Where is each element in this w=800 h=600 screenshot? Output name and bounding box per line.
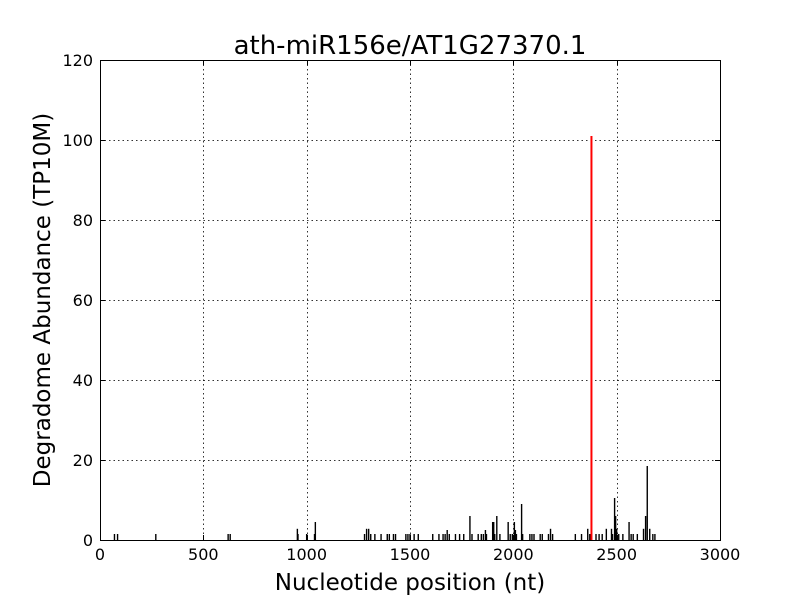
x-tick-label: 1000 bbox=[286, 545, 327, 564]
y-tick-label: 20 bbox=[73, 451, 93, 470]
bar-series bbox=[113, 466, 656, 540]
grid-lines bbox=[100, 60, 720, 540]
y-tick-label: 100 bbox=[62, 131, 93, 150]
x-tick-label: 0 bbox=[95, 545, 105, 564]
y-tick-label: 60 bbox=[73, 291, 93, 310]
x-tick-label: 1500 bbox=[390, 545, 431, 564]
y-tick-label: 40 bbox=[73, 371, 93, 390]
y-tick-label: 0 bbox=[83, 531, 93, 550]
x-tick-label: 2500 bbox=[596, 545, 637, 564]
y-tick-labels: 0 20 40 60 80 100 120 bbox=[62, 51, 93, 550]
axis-ticks bbox=[100, 60, 721, 541]
y-tick-label: 120 bbox=[62, 51, 93, 70]
x-tick-label: 2000 bbox=[493, 545, 534, 564]
x-tick-label: 500 bbox=[188, 545, 219, 564]
y-axis-label: Degradome Abundance (TP10M) bbox=[30, 113, 56, 487]
x-axis-label: Nucleotide position (nt) bbox=[275, 570, 545, 596]
chart-title: ath-miR156e/AT1G27370.1 bbox=[234, 31, 587, 61]
y-tick-label: 80 bbox=[73, 211, 93, 230]
x-tick-label: 3000 bbox=[700, 545, 741, 564]
x-tick-labels: 0 500 1000 1500 2000 2500 3000 bbox=[95, 545, 740, 564]
